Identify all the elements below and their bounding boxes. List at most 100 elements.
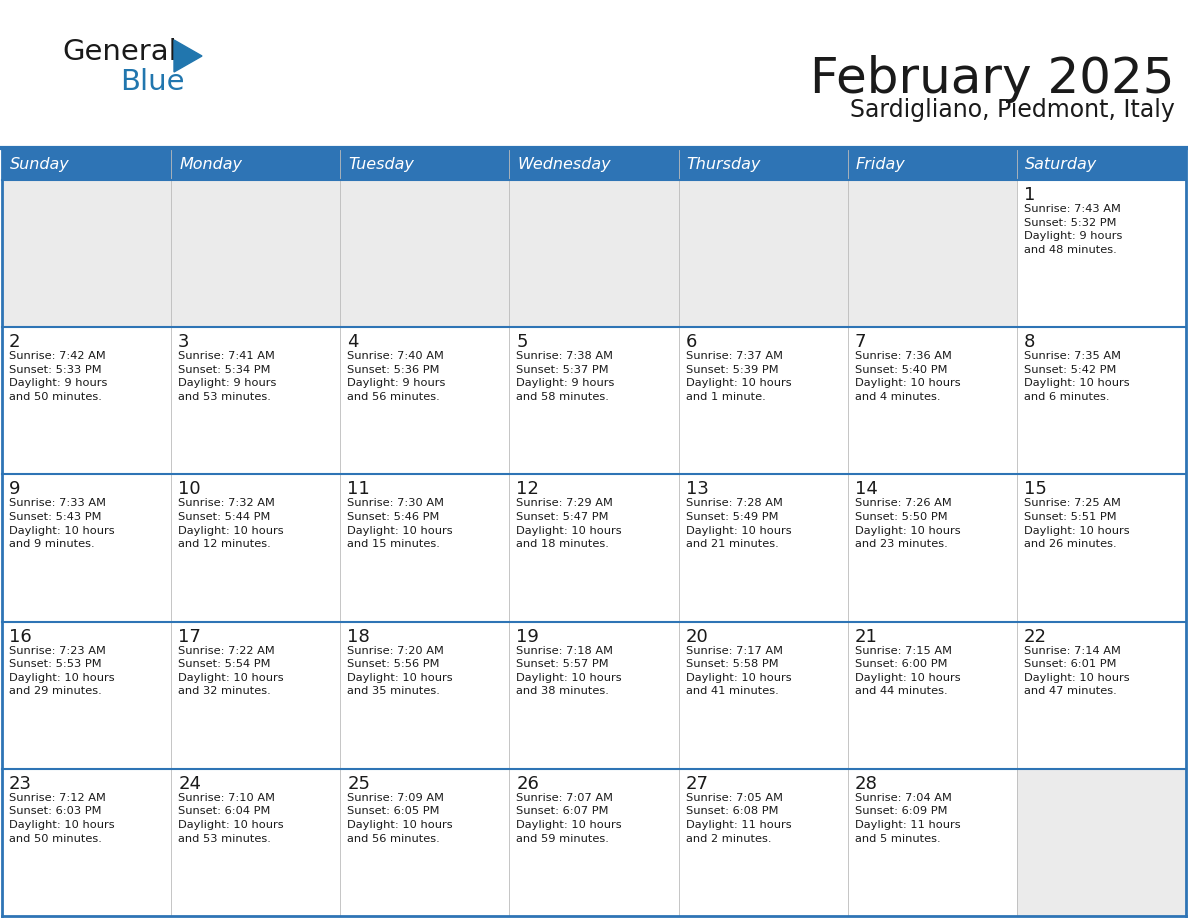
- Bar: [510, 327, 678, 475]
- Text: Sunrise: 7:14 AM
Sunset: 6:01 PM
Daylight: 10 hours
and 47 minutes.: Sunrise: 7:14 AM Sunset: 6:01 PM Dayligh…: [1024, 645, 1130, 697]
- Text: 23: 23: [10, 775, 32, 793]
- Bar: [171, 148, 340, 180]
- Text: Blue: Blue: [120, 68, 184, 96]
- Bar: [1017, 180, 1186, 327]
- Bar: [848, 475, 1017, 621]
- Text: Sunrise: 7:23 AM
Sunset: 5:53 PM
Daylight: 10 hours
and 29 minutes.: Sunrise: 7:23 AM Sunset: 5:53 PM Dayligh…: [10, 645, 114, 697]
- Text: Sunrise: 7:05 AM
Sunset: 6:08 PM
Daylight: 11 hours
and 2 minutes.: Sunrise: 7:05 AM Sunset: 6:08 PM Dayligh…: [685, 793, 791, 844]
- Bar: [340, 768, 510, 916]
- Text: Sunrise: 7:32 AM
Sunset: 5:44 PM
Daylight: 10 hours
and 12 minutes.: Sunrise: 7:32 AM Sunset: 5:44 PM Dayligh…: [178, 498, 284, 549]
- Text: Sunrise: 7:30 AM
Sunset: 5:46 PM
Daylight: 10 hours
and 15 minutes.: Sunrise: 7:30 AM Sunset: 5:46 PM Dayligh…: [347, 498, 453, 549]
- Bar: [171, 768, 340, 916]
- Bar: [678, 475, 848, 621]
- Text: 20: 20: [685, 628, 708, 645]
- Text: 25: 25: [347, 775, 371, 793]
- Text: Sunrise: 7:36 AM
Sunset: 5:40 PM
Daylight: 10 hours
and 4 minutes.: Sunrise: 7:36 AM Sunset: 5:40 PM Dayligh…: [854, 352, 960, 402]
- Text: Sunrise: 7:43 AM
Sunset: 5:32 PM
Daylight: 9 hours
and 48 minutes.: Sunrise: 7:43 AM Sunset: 5:32 PM Dayligh…: [1024, 204, 1123, 255]
- Text: Sunrise: 7:18 AM
Sunset: 5:57 PM
Daylight: 10 hours
and 38 minutes.: Sunrise: 7:18 AM Sunset: 5:57 PM Dayligh…: [517, 645, 623, 697]
- Text: Sunrise: 7:35 AM
Sunset: 5:42 PM
Daylight: 10 hours
and 6 minutes.: Sunrise: 7:35 AM Sunset: 5:42 PM Dayligh…: [1024, 352, 1130, 402]
- Bar: [1017, 327, 1186, 475]
- Text: 28: 28: [854, 775, 878, 793]
- Text: Saturday: Saturday: [1025, 156, 1097, 172]
- Bar: [2, 180, 171, 327]
- Text: Sunrise: 7:17 AM
Sunset: 5:58 PM
Daylight: 10 hours
and 41 minutes.: Sunrise: 7:17 AM Sunset: 5:58 PM Dayligh…: [685, 645, 791, 697]
- Bar: [1017, 768, 1186, 916]
- Bar: [2, 768, 171, 916]
- Bar: [848, 327, 1017, 475]
- Text: Sunrise: 7:29 AM
Sunset: 5:47 PM
Daylight: 10 hours
and 18 minutes.: Sunrise: 7:29 AM Sunset: 5:47 PM Dayligh…: [517, 498, 623, 549]
- Text: Sunrise: 7:04 AM
Sunset: 6:09 PM
Daylight: 11 hours
and 5 minutes.: Sunrise: 7:04 AM Sunset: 6:09 PM Dayligh…: [854, 793, 960, 844]
- Text: Sunrise: 7:40 AM
Sunset: 5:36 PM
Daylight: 9 hours
and 56 minutes.: Sunrise: 7:40 AM Sunset: 5:36 PM Dayligh…: [347, 352, 446, 402]
- Bar: [510, 475, 678, 621]
- Bar: [340, 621, 510, 768]
- Text: Sunrise: 7:37 AM
Sunset: 5:39 PM
Daylight: 10 hours
and 1 minute.: Sunrise: 7:37 AM Sunset: 5:39 PM Dayligh…: [685, 352, 791, 402]
- Text: Sardigliano, Piedmont, Italy: Sardigliano, Piedmont, Italy: [851, 98, 1175, 122]
- Text: Friday: Friday: [855, 156, 905, 172]
- Text: 18: 18: [347, 628, 369, 645]
- Bar: [1017, 475, 1186, 621]
- Text: 11: 11: [347, 480, 369, 498]
- Text: 6: 6: [685, 333, 697, 352]
- Bar: [171, 621, 340, 768]
- Bar: [678, 621, 848, 768]
- Bar: [848, 180, 1017, 327]
- Text: 13: 13: [685, 480, 708, 498]
- Bar: [2, 475, 171, 621]
- Bar: [848, 148, 1017, 180]
- Text: 2: 2: [10, 333, 20, 352]
- Text: 14: 14: [854, 480, 878, 498]
- Bar: [340, 327, 510, 475]
- Text: Sunrise: 7:07 AM
Sunset: 6:07 PM
Daylight: 10 hours
and 59 minutes.: Sunrise: 7:07 AM Sunset: 6:07 PM Dayligh…: [517, 793, 623, 844]
- Bar: [340, 148, 510, 180]
- Text: 12: 12: [517, 480, 539, 498]
- Bar: [678, 768, 848, 916]
- Text: 4: 4: [347, 333, 359, 352]
- Text: 17: 17: [178, 628, 201, 645]
- Bar: [171, 475, 340, 621]
- Bar: [171, 180, 340, 327]
- Bar: [678, 327, 848, 475]
- Text: Wednesday: Wednesday: [518, 156, 611, 172]
- Text: 24: 24: [178, 775, 201, 793]
- Text: 10: 10: [178, 480, 201, 498]
- Bar: [2, 621, 171, 768]
- Text: Sunrise: 7:41 AM
Sunset: 5:34 PM
Daylight: 9 hours
and 53 minutes.: Sunrise: 7:41 AM Sunset: 5:34 PM Dayligh…: [178, 352, 277, 402]
- Text: 9: 9: [10, 480, 20, 498]
- Bar: [2, 327, 171, 475]
- Text: Sunrise: 7:33 AM
Sunset: 5:43 PM
Daylight: 10 hours
and 9 minutes.: Sunrise: 7:33 AM Sunset: 5:43 PM Dayligh…: [10, 498, 114, 549]
- Text: 27: 27: [685, 775, 708, 793]
- Text: 26: 26: [517, 775, 539, 793]
- Text: Sunrise: 7:38 AM
Sunset: 5:37 PM
Daylight: 9 hours
and 58 minutes.: Sunrise: 7:38 AM Sunset: 5:37 PM Dayligh…: [517, 352, 615, 402]
- Text: 8: 8: [1024, 333, 1035, 352]
- Text: 21: 21: [854, 628, 878, 645]
- Text: Monday: Monday: [179, 156, 242, 172]
- Bar: [510, 768, 678, 916]
- Text: 7: 7: [854, 333, 866, 352]
- Text: 16: 16: [10, 628, 32, 645]
- Text: Sunrise: 7:22 AM
Sunset: 5:54 PM
Daylight: 10 hours
and 32 minutes.: Sunrise: 7:22 AM Sunset: 5:54 PM Dayligh…: [178, 645, 284, 697]
- Bar: [2, 148, 171, 180]
- Polygon shape: [173, 40, 202, 72]
- Text: Sunrise: 7:15 AM
Sunset: 6:00 PM
Daylight: 10 hours
and 44 minutes.: Sunrise: 7:15 AM Sunset: 6:00 PM Dayligh…: [854, 645, 960, 697]
- Text: 1: 1: [1024, 186, 1035, 204]
- Bar: [510, 180, 678, 327]
- Bar: [848, 621, 1017, 768]
- Text: Sunday: Sunday: [10, 156, 70, 172]
- Text: 5: 5: [517, 333, 527, 352]
- Text: Tuesday: Tuesday: [348, 156, 415, 172]
- Text: Sunrise: 7:09 AM
Sunset: 6:05 PM
Daylight: 10 hours
and 56 minutes.: Sunrise: 7:09 AM Sunset: 6:05 PM Dayligh…: [347, 793, 453, 844]
- Bar: [340, 475, 510, 621]
- Bar: [848, 768, 1017, 916]
- Text: General: General: [62, 38, 177, 66]
- Bar: [510, 621, 678, 768]
- Bar: [510, 148, 678, 180]
- Text: Thursday: Thursday: [687, 156, 762, 172]
- Text: Sunrise: 7:25 AM
Sunset: 5:51 PM
Daylight: 10 hours
and 26 minutes.: Sunrise: 7:25 AM Sunset: 5:51 PM Dayligh…: [1024, 498, 1130, 549]
- Text: Sunrise: 7:28 AM
Sunset: 5:49 PM
Daylight: 10 hours
and 21 minutes.: Sunrise: 7:28 AM Sunset: 5:49 PM Dayligh…: [685, 498, 791, 549]
- Bar: [1017, 621, 1186, 768]
- Bar: [1017, 148, 1186, 180]
- Text: Sunrise: 7:42 AM
Sunset: 5:33 PM
Daylight: 9 hours
and 50 minutes.: Sunrise: 7:42 AM Sunset: 5:33 PM Dayligh…: [10, 352, 107, 402]
- Text: Sunrise: 7:20 AM
Sunset: 5:56 PM
Daylight: 10 hours
and 35 minutes.: Sunrise: 7:20 AM Sunset: 5:56 PM Dayligh…: [347, 645, 453, 697]
- Bar: [171, 327, 340, 475]
- Text: February 2025: February 2025: [810, 55, 1175, 103]
